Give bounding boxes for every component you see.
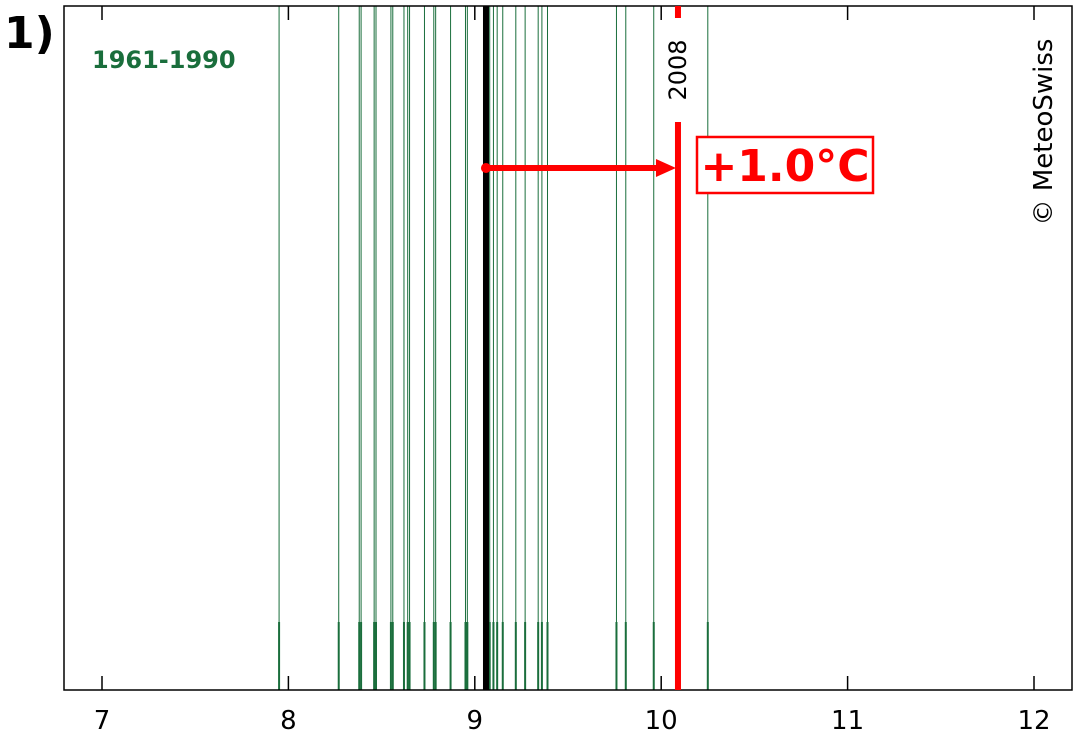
year-label-background bbox=[661, 18, 694, 122]
copyright-label: © MeteoSwiss bbox=[1029, 39, 1059, 226]
highlight-year-label: 2008 bbox=[664, 39, 692, 100]
x-tick-label: 9 bbox=[467, 706, 484, 736]
delta-arrow-tail bbox=[480, 163, 491, 173]
x-tick-label: 7 bbox=[94, 706, 111, 736]
annual-lines-group bbox=[278, 6, 709, 690]
plot-frame bbox=[63, 5, 1073, 691]
x-axis-ticks bbox=[101, 6, 1035, 690]
delta-arrow-head bbox=[655, 159, 676, 177]
x-tick-label: 8 bbox=[280, 706, 297, 736]
x-tick-label: 12 bbox=[1017, 706, 1050, 736]
x-tick-label: 10 bbox=[645, 706, 678, 736]
x-tick-label: 11 bbox=[831, 706, 864, 736]
delta-label: +1.0°C bbox=[700, 141, 869, 192]
period-label: 1961-1990 bbox=[92, 46, 236, 74]
x-axis-tick-labels: 7 8 9 10 11 12 bbox=[94, 706, 1051, 736]
panel-label: 1) bbox=[4, 8, 55, 59]
delta-box bbox=[695, 135, 875, 195]
